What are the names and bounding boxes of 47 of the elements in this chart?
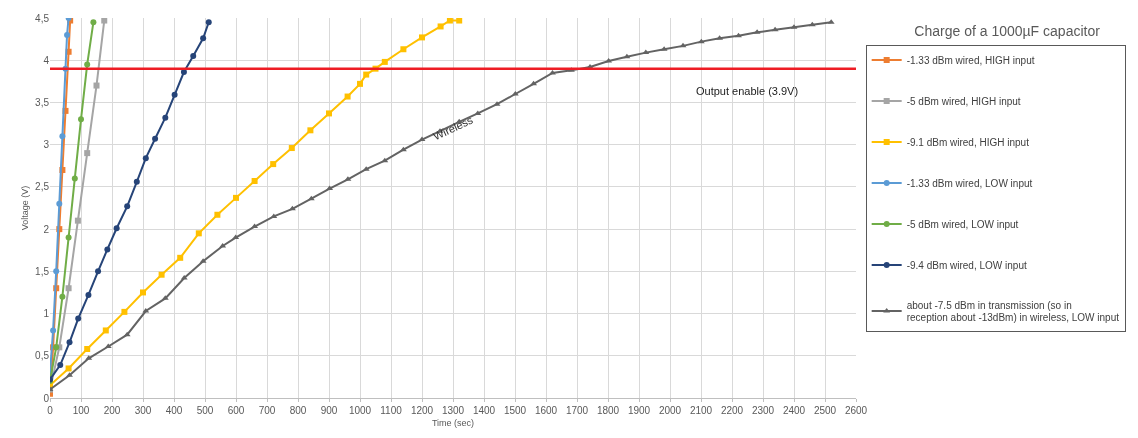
legend-label: -1.33 dBm wired, HIGH input [906, 55, 1035, 66]
x-tick-label: 2400 [782, 405, 806, 416]
x-tick-label: 400 [165, 405, 183, 416]
x-tick-label: 200 [103, 405, 121, 416]
ref-line-label: Output enable (3.9V) [696, 85, 799, 97]
x-tick-label: 1400 [472, 405, 496, 416]
y-tick-label: 4 [43, 54, 50, 66]
x-tick-label: 2000 [658, 405, 682, 416]
x-tick-label: 600 [227, 405, 245, 416]
y-tick-label: 2,5 [35, 181, 50, 193]
x-tick-label: 2300 [751, 405, 775, 416]
x-tick-label: 1900 [627, 405, 651, 416]
x-tick-label: 2500 [813, 405, 837, 416]
text: Charge of a 1000µF capacitor [914, 22, 1101, 39]
y-tick-label: 3 [43, 139, 50, 151]
x-tick-label: 1500 [503, 405, 527, 416]
y-axis-title: Voltage (V) [20, 185, 31, 231]
legend-label: -5 dBm wired, HIGH input [906, 96, 1021, 107]
x-tick-label: 2100 [689, 405, 713, 416]
x-tick-label: 1100 [380, 405, 403, 416]
legend-label: -9.1 dBm wired, HIGH input [906, 137, 1030, 148]
x-tick-label: 2600 [844, 405, 868, 416]
x-axis-title: Time (sec) [431, 417, 475, 428]
x-tick-label: 1700 [565, 405, 589, 416]
x-tick-label: 2200 [720, 405, 744, 416]
legend-label: -1.33 dBm wired, LOW input [906, 178, 1033, 189]
x-tick-label: 100 [72, 405, 90, 416]
x-tick-label: 300 [134, 405, 152, 416]
x-tick-label: 900 [320, 405, 338, 416]
legend-label: -5 dBm wired, LOW input [906, 219, 1019, 230]
x-tick-label: 800 [289, 405, 307, 416]
x-tick-label: 1000 [348, 405, 372, 416]
x-tick-label: 700 [258, 405, 276, 416]
y-tick-label: 0 [43, 392, 50, 404]
x-tick-label: 1800 [596, 405, 620, 416]
y-tick-label: 2 [43, 223, 50, 235]
y-tick-label: 1 [43, 308, 50, 320]
legend-label: -9.4 dBm wired, LOW input [906, 260, 1027, 271]
x-tick-label: 1300 [441, 405, 465, 416]
x-tick-label: 1600 [534, 405, 558, 416]
y-tick-label: 1,5 [35, 265, 50, 277]
x-tick-label: 500 [196, 405, 214, 416]
x-tick-label: 1200 [410, 405, 434, 416]
y-tick-label: 3,5 [35, 96, 50, 108]
y-tick-label: 0,5 [35, 350, 50, 362]
legend-label: about -7.5 dBm in transmission (so in reception about -13dBm) in wireless, LOW input [906, 299, 1120, 324]
y-tick-label: 4,5 [35, 12, 50, 24]
